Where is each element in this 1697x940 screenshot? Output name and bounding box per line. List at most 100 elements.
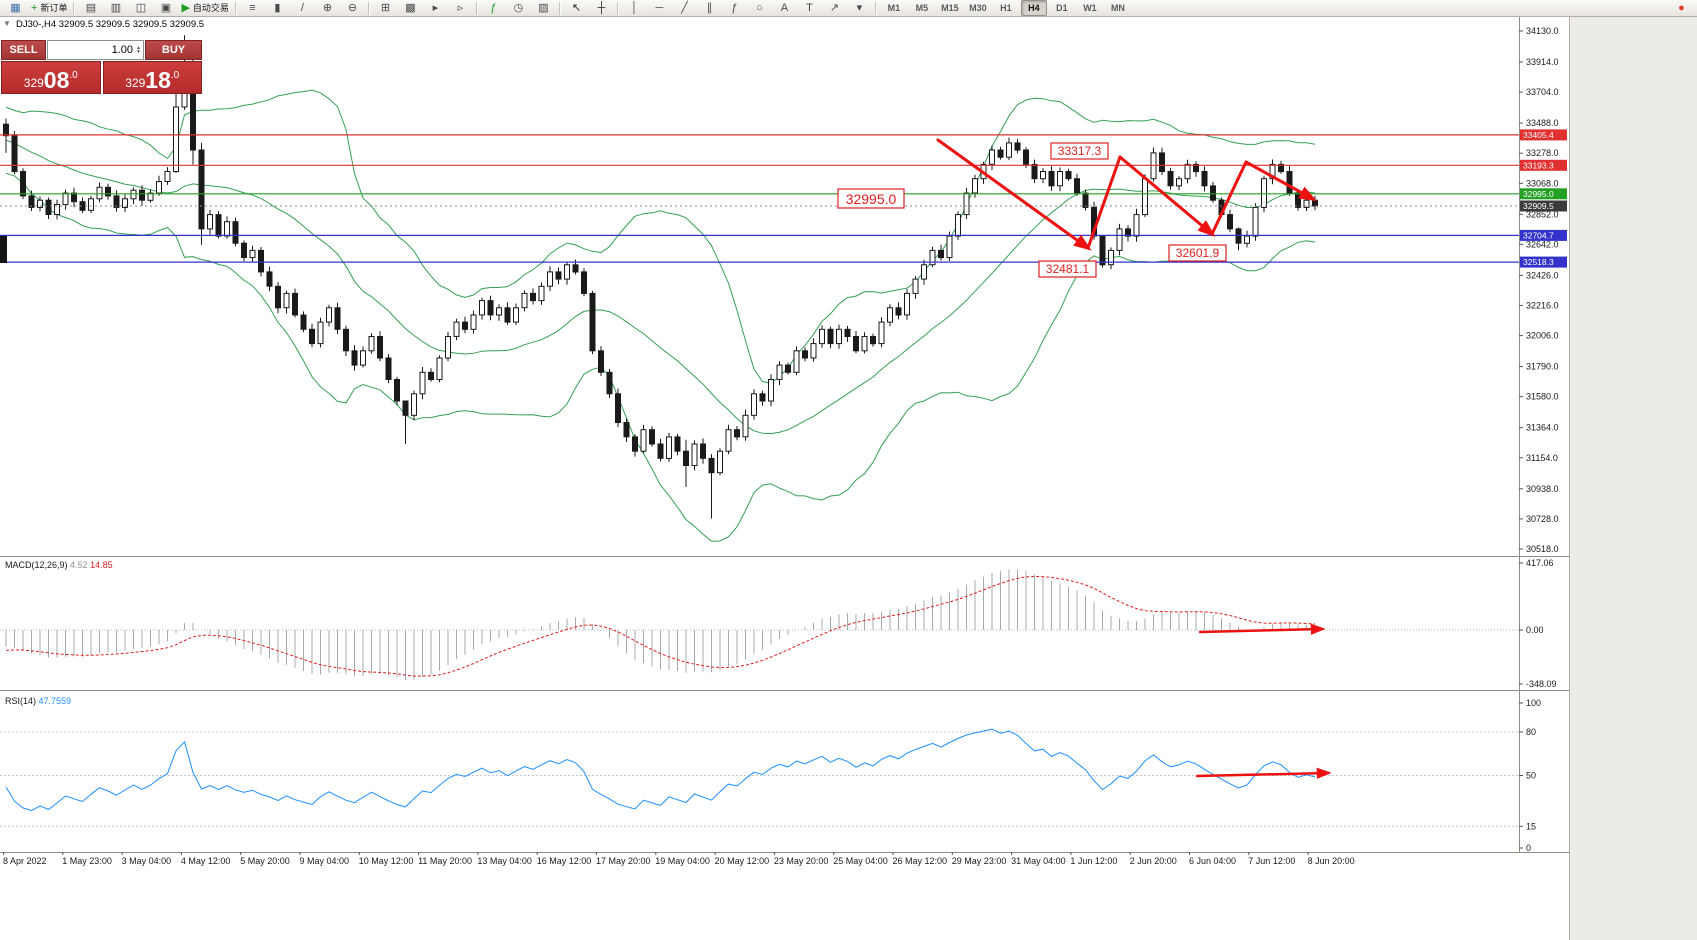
sell-price-box[interactable]: 329 08.0 xyxy=(1,61,101,94)
shapes-icon[interactable]: ○ xyxy=(747,0,772,17)
trend-arrows[interactable] xyxy=(936,138,1332,779)
one-click-collapse-icon[interactable]: ▼ xyxy=(3,19,11,28)
trend-arrow-segment[interactable] xyxy=(1210,160,1248,236)
zoom-out-icon[interactable]: ⊖ xyxy=(340,0,365,17)
svg-text:30518.0: 30518.0 xyxy=(1526,544,1559,554)
navigator-icon[interactable]: ◫ xyxy=(128,0,153,17)
timeframe-button-m1[interactable]: M1 xyxy=(887,3,901,13)
arrows-tool-icon[interactable]: ↗ xyxy=(822,0,847,17)
trend-arrow-segment[interactable] xyxy=(1086,155,1122,250)
svg-text:31154.0: 31154.0 xyxy=(1526,453,1558,463)
bar-chart-mode-icon[interactable]: ≡ xyxy=(240,0,265,17)
toolbar-separator xyxy=(558,1,561,15)
broker-logo-icon[interactable]: ● xyxy=(1669,0,1694,17)
price-axis: 34130.0 33914.0 33704.0 33488.0 33278.0 33068… xyxy=(1519,26,1559,554)
svg-text:-348.09: -348.09 xyxy=(1526,679,1557,689)
macd-flat-arrow[interactable] xyxy=(1198,623,1326,635)
market-watch-icon[interactable]: ▤ xyxy=(78,0,103,17)
zoom-in-icon[interactable]: ⊕ xyxy=(315,0,340,17)
svg-text:19 May 04:00: 19 May 04:00 xyxy=(655,856,710,866)
price-annotations[interactable]: 32995.0 33317.3 32481.1 32601.9 xyxy=(837,142,1227,278)
drawing-dropdown-icon[interactable]: ▾ xyxy=(847,0,872,17)
candlestick-mode-icon[interactable]: ▮ xyxy=(265,0,290,17)
cascade-windows-icon[interactable]: ▩ xyxy=(398,0,423,17)
spinner-down-icon[interactable]: ▼ xyxy=(136,49,141,55)
new-chart-icon[interactable]: ▦ xyxy=(3,0,28,17)
timeframe-button-h4[interactable]: H4 xyxy=(1020,0,1047,16)
timeframe-button-d1[interactable]: D1 xyxy=(1056,3,1068,13)
toolbar: ▦ + 新订单 ▤ ▥ ◫ ▣ ▶ 自动交易 ≡ ▮ / ⊕ ⊖ ⊞ ▩ ▸ ▹ ƒ ◷ ▨ ↖ ┼ │ ─ ╱ ∥ ƒ ○ A T ↗ ▾ M1… xyxy=(0,0,1697,17)
symbol-ohlc-label: DJ30-,H4 32909.5 32909.5 32909.5 32909.5 xyxy=(16,19,204,30)
text-tool-icon[interactable]: A xyxy=(772,0,797,17)
indicators-icon[interactable]: ƒ xyxy=(481,0,506,17)
trend-arrow-segment[interactable] xyxy=(1118,155,1216,237)
annotation-box[interactable] xyxy=(1050,142,1109,160)
buy-button[interactable]: BUY xyxy=(145,40,202,60)
fibonacci-icon[interactable]: ƒ xyxy=(722,0,747,17)
terminal-icon[interactable]: ▣ xyxy=(153,0,178,17)
rsi-flat-arrow[interactable] xyxy=(1195,767,1332,779)
annotation-box[interactable] xyxy=(1038,260,1097,278)
sell-button[interactable]: SELL xyxy=(1,40,46,60)
svg-text:32909.5: 32909.5 xyxy=(1523,201,1554,211)
svg-text:MACD(12,26,9) 4.52 14.85: MACD(12,26,9) 4.52 14.85 xyxy=(5,560,113,570)
line-chart-mode-icon[interactable]: / xyxy=(290,0,315,17)
timeframe-button-m15[interactable]: M15 xyxy=(941,3,959,13)
trend-arrow-segment[interactable] xyxy=(1244,160,1317,202)
horizontal-line-icon[interactable]: ─ xyxy=(647,0,672,17)
data-window-icon[interactable]: ▥ xyxy=(103,0,128,17)
svg-text:31580.0: 31580.0 xyxy=(1526,392,1559,402)
svg-text:20 May 12:00: 20 May 12:00 xyxy=(715,856,770,866)
auto-scroll-icon[interactable]: ▸ xyxy=(423,0,448,17)
text-label-icon-glyph: T xyxy=(806,1,813,14)
trend-arrow-segment[interactable] xyxy=(936,138,1092,251)
new-order-button[interactable]: + 新订单 xyxy=(28,0,70,17)
vertical-line-icon[interactable]: │ xyxy=(622,0,647,17)
annotation-box[interactable] xyxy=(1168,244,1227,262)
macd-indicator xyxy=(0,569,1519,680)
templates-icon[interactable]: ▨ xyxy=(531,0,556,17)
horizontal-lines[interactable] xyxy=(0,134,1519,263)
svg-text:80: 80 xyxy=(1526,727,1536,737)
text-label-icon[interactable]: T xyxy=(797,0,822,17)
svg-text:16 May 12:00: 16 May 12:00 xyxy=(537,856,592,866)
svg-text:1 May 23:00: 1 May 23:00 xyxy=(62,856,112,866)
arrows-tool-icon-glyph: ↗ xyxy=(829,1,840,14)
svg-text:50: 50 xyxy=(1526,771,1536,781)
svg-text:32518.3: 32518.3 xyxy=(1523,257,1554,267)
toolbar-separator xyxy=(367,1,370,15)
chart-background[interactable] xyxy=(0,17,1569,940)
volume-spinner[interactable]: ▲ ▼ xyxy=(136,45,141,55)
vertical-line-icon-glyph: │ xyxy=(631,1,638,14)
rsi-label: RSI(14) 47.7559 100 80 50 15 0 xyxy=(5,696,1541,853)
annotation-box[interactable] xyxy=(837,188,905,209)
trendline-icon[interactable]: ╱ xyxy=(672,0,697,17)
sell-price-big: 08 xyxy=(43,67,70,93)
cursor-icon-glyph: ↖ xyxy=(571,1,582,14)
svg-text:25 May 04:00: 25 May 04:00 xyxy=(833,856,888,866)
svg-text:32642.0: 32642.0 xyxy=(1526,239,1559,249)
channel-icon[interactable]: ∥ xyxy=(697,0,722,17)
buy-price-box[interactable]: 329 18.0 xyxy=(102,61,202,94)
timeframe-button-h1[interactable]: H1 xyxy=(1000,3,1012,13)
svg-text:31790.0: 31790.0 xyxy=(1526,362,1559,372)
indicators-icon-glyph: ƒ xyxy=(490,1,497,14)
cursor-icon[interactable]: ↖ xyxy=(564,0,589,17)
autotrading-button[interactable]: ▶ 自动交易 xyxy=(178,0,231,17)
spinner-up-icon[interactable]: ▲ xyxy=(136,45,141,51)
timeframe-button-m30[interactable]: M30 xyxy=(969,3,987,13)
svg-text:33193.3: 33193.3 xyxy=(1523,160,1554,170)
timeframe-button-mn[interactable]: MN xyxy=(1110,3,1125,13)
periods-icon[interactable]: ◷ xyxy=(506,0,531,17)
svg-text:2 Jun 20:00: 2 Jun 20:00 xyxy=(1130,856,1177,866)
buy-price-decimal: .0 xyxy=(170,70,180,81)
svg-text:31364.0: 31364.0 xyxy=(1526,423,1559,433)
tile-windows-icon[interactable]: ⊞ xyxy=(373,0,398,17)
chart-shift-icon[interactable]: ▹ xyxy=(448,0,473,17)
timeframe-button-w1[interactable]: W1 xyxy=(1083,3,1097,13)
svg-text:13 May 04:00: 13 May 04:00 xyxy=(477,856,532,866)
timeframe-button-m5[interactable]: M5 xyxy=(915,3,929,13)
crosshair-icon[interactable]: ┼ xyxy=(589,0,614,17)
price-chart[interactable]: 34130.0 33914.0 33704.0 33488.0 33278.0 33068… xyxy=(0,17,1697,940)
volume-field[interactable]: 1.00 ▲ ▼ xyxy=(47,40,144,60)
